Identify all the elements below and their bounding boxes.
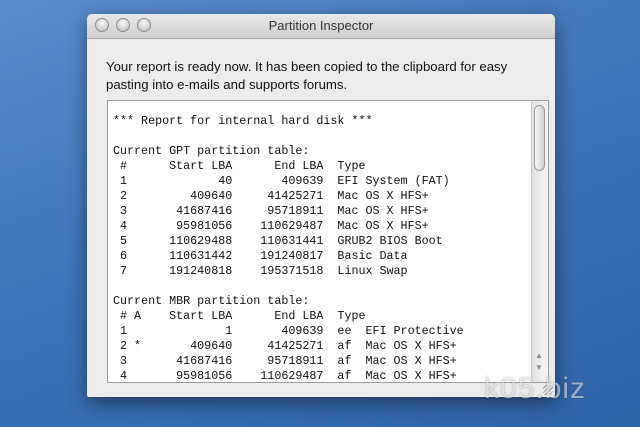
report-line: # A Start LBA End LBA Type (113, 309, 366, 323)
report-text-area[interactable]: *** Report for internal hard disk *** Cur… (107, 100, 549, 383)
minimize-button[interactable] (116, 18, 130, 32)
title-bar[interactable]: Partition Inspector (87, 14, 555, 39)
scroll-down-arrow-icon[interactable]: ▼ (535, 363, 543, 372)
report-line: 2 * 409640 41425271 af Mac OS X HFS+ (113, 339, 457, 353)
zoom-button[interactable] (137, 18, 151, 32)
report-line: # Start LBA End LBA Type (113, 159, 366, 173)
report-line (113, 279, 464, 294)
scroll-up-arrow-icon[interactable]: ▲ (535, 351, 543, 360)
report-line (113, 129, 464, 144)
report-line: Current GPT partition table: (113, 144, 310, 158)
partition-inspector-window: Partition Inspector Your report is ready… (87, 14, 555, 397)
report-line: *** Report for internal hard disk *** (113, 114, 373, 128)
report-line: 4 95981056 110629487 Mac OS X HFS+ (113, 219, 429, 233)
watermark: k05.biz (484, 372, 587, 405)
report-text: *** Report for internal hard disk *** Cur… (113, 114, 464, 383)
report-line: 6 110631442 191240817 Basic Data (113, 249, 408, 263)
report-line: 1 1 409639 ee EFI Protective (113, 324, 464, 338)
scrollbar-thumb[interactable] (534, 105, 545, 171)
report-line: 4 95981056 110629487 af Mac OS X HFS+ (113, 369, 457, 383)
report-line: Current MBR partition table: (113, 294, 310, 308)
report-ready-message: Your report is ready now. It has been co… (106, 59, 508, 92)
close-button[interactable] (95, 18, 109, 32)
report-line: 7 191240818 195371518 Linux Swap (113, 264, 408, 278)
vertical-scrollbar[interactable]: ▲ ▼ (531, 101, 548, 382)
resize-grip-icon[interactable] (543, 385, 553, 395)
report-line: 5 110629488 110631441 GRUB2 BIOS Boot (113, 234, 443, 248)
report-line: 3 41687416 95718911 af Mac OS X HFS+ (113, 354, 457, 368)
window-title: Partition Inspector (268, 18, 374, 33)
report-line: 3 41687416 95718911 Mac OS X HFS+ (113, 204, 429, 218)
report-line: 1 40 409639 EFI System (FAT) (113, 174, 450, 188)
report-line: 2 409640 41425271 Mac OS X HFS+ (113, 189, 429, 203)
